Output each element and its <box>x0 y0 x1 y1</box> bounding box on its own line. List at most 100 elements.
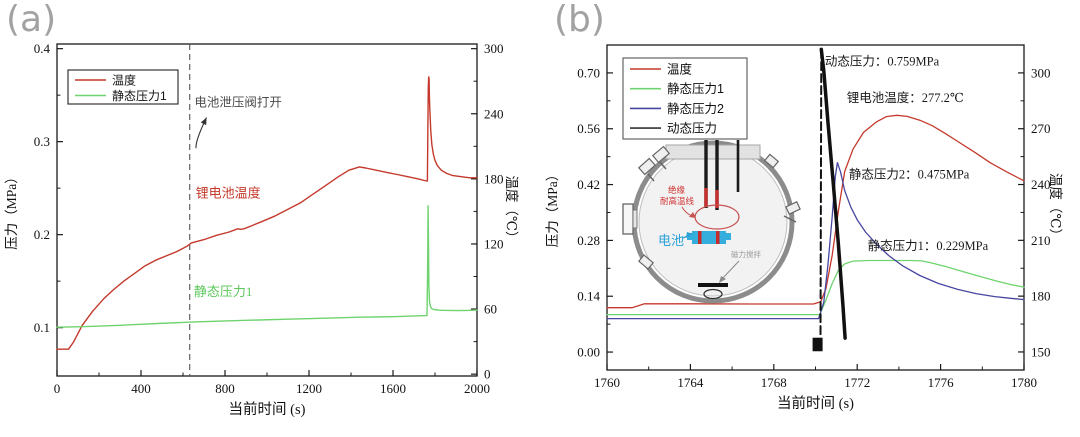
svg-text:1764: 1764 <box>677 375 704 390</box>
port-stem <box>783 215 797 223</box>
port-fitting <box>763 153 780 169</box>
port-stem <box>659 161 667 170</box>
svg-text:120: 120 <box>484 236 504 251</box>
svg-text:1780: 1780 <box>1011 375 1037 390</box>
svg-text:1772: 1772 <box>844 375 870 390</box>
svg-text:0.4: 0.4 <box>34 41 51 56</box>
svg-text:1760: 1760 <box>594 375 620 390</box>
marker-blob <box>812 337 823 352</box>
chart-b-host: 1760 1764 1768 1772 1776 1780 0.00 0.14 0.28 0.42… <box>540 0 1080 432</box>
annotation-sp1-value: 静态压力1：0.229MPa <box>868 239 989 253</box>
y-axis-left-title: 压力（MPa） <box>4 170 19 250</box>
y-axis-left: 0.1 0.2 0.3 0.4 <box>34 41 63 335</box>
battery-band <box>716 231 720 244</box>
legend-label: 温度 <box>112 73 136 88</box>
svg-text:0: 0 <box>484 367 491 382</box>
port-fitting <box>637 254 655 270</box>
chart-panel-b: 1760 1764 1768 1772 1776 1780 0.00 0.14 0.28 0.42… <box>545 44 1063 412</box>
svg-text:240: 240 <box>1031 177 1051 192</box>
vessel-inner-wall <box>638 147 788 297</box>
svg-text:0: 0 <box>54 381 61 396</box>
svg-text:270: 270 <box>1031 121 1051 136</box>
battery-terminal <box>687 233 692 240</box>
svg-text:1776: 1776 <box>928 375 955 390</box>
svg-text:0.56: 0.56 <box>577 121 600 136</box>
svg-text:0.28: 0.28 <box>577 233 600 248</box>
svg-text:60: 60 <box>484 302 497 317</box>
panel-b: (b) 1760 1764 1768 1772 1776 1780 0.00 0.14 0.28… <box>540 0 1080 432</box>
legend-label: 静态压力1 <box>112 89 167 103</box>
series-static-pressure-1 <box>56 205 478 328</box>
svg-text:0.70: 0.70 <box>577 65 600 80</box>
port-fitting <box>651 145 671 164</box>
stirrer-label-arrow <box>720 260 740 281</box>
series-dynamic-pressure-rise <box>819 48 823 336</box>
svg-text:300: 300 <box>484 41 504 56</box>
legend-label: 静态压力2 <box>667 102 724 116</box>
x-axis-title: 当前时间 (s) <box>229 401 306 418</box>
svg-text:0.00: 0.00 <box>577 345 600 360</box>
stirrer-base <box>703 288 723 300</box>
svg-text:0.3: 0.3 <box>34 134 50 149</box>
legend-label: 温度 <box>667 62 693 77</box>
x-axis-title: 当前时间 (s) <box>777 395 854 412</box>
y-axis-right-title: 温度（℃） <box>504 175 519 244</box>
annotation-dynamic-pressure-value: 动态压力：0.759MPa <box>825 55 940 69</box>
svg-text:1200: 1200 <box>296 381 322 396</box>
battery-body <box>692 231 726 244</box>
battery-label: 电池 <box>658 233 684 248</box>
annotation-sp2-value: 静态压力2：0.475MPa <box>849 168 970 182</box>
insulation-wire-label-line1: 绝缘 <box>668 185 686 195</box>
y-axis-right: 150 180 210 240 270 300 <box>1018 65 1051 359</box>
insulation-wire-label-line2: 耐高温线 <box>660 196 695 206</box>
svg-text:300: 300 <box>1031 65 1051 80</box>
annotation-temp-curve-label: 锂电池温度 <box>196 185 261 200</box>
legend-label: 动态压力 <box>667 122 717 136</box>
svg-text:800: 800 <box>215 381 235 396</box>
port-stem <box>647 173 655 182</box>
panel-b-label: (b) <box>554 0 605 40</box>
panel-a: (a) 0 400 800 1200 1600 2000 0.1 0.2 0.3 0.4 0 60 12… <box>0 0 540 432</box>
stirrer-label-arrowhead <box>719 276 726 283</box>
svg-text:2000: 2000 <box>464 381 490 396</box>
svg-text:0.2: 0.2 <box>34 227 50 242</box>
x-axis: 0 400 800 1200 1600 2000 <box>54 370 490 396</box>
annotation-arrowhead <box>200 117 207 126</box>
vessel-schematic-inset: 绝缘 耐高温线 电池 磁力搅拌 <box>622 140 801 304</box>
y-axis-right: 0 60 120 180 240 300 <box>471 41 504 382</box>
y-axis-right-title: 温度（℃） <box>1048 173 1063 242</box>
battery-terminal <box>726 233 731 240</box>
series-temperature <box>606 114 1025 309</box>
svg-text:0.42: 0.42 <box>577 177 600 192</box>
series-temperature <box>56 76 478 350</box>
x-axis: 1760 1764 1768 1772 1776 1780 <box>594 364 1037 390</box>
wire-label-arrowhead <box>689 212 696 218</box>
svg-text:0.1: 0.1 <box>34 320 50 335</box>
svg-text:1768: 1768 <box>761 375 787 390</box>
panel-a-label: (a) <box>6 0 57 40</box>
port-fitting <box>637 157 657 176</box>
annotation-battery-temp-value: 锂电池温度：277.2℃ <box>847 90 964 105</box>
annotation-sp1-curve-label: 静态压力1 <box>194 284 253 299</box>
svg-text:240: 240 <box>484 106 504 121</box>
series-dynamic-pressure-fall <box>819 47 847 340</box>
y-axis-left-title: 压力（MPa） <box>545 168 560 248</box>
stirrer-label: 磁力搅拌 <box>731 249 761 259</box>
viewport-flange <box>622 203 634 235</box>
svg-text:180: 180 <box>1031 289 1051 304</box>
annotation-valve-open: 电池泄压阀打开 <box>194 95 282 109</box>
series-static-pressure-2 <box>606 161 1025 320</box>
svg-text:400: 400 <box>131 381 151 396</box>
viewport-flange <box>632 209 638 229</box>
vessel-lid <box>665 144 761 160</box>
svg-text:0.14: 0.14 <box>577 289 600 304</box>
svg-text:210: 210 <box>1031 233 1051 248</box>
y-axis-left: 0.00 0.14 0.28 0.42 0.56 0.70 <box>577 65 613 360</box>
port-fitting <box>785 201 801 215</box>
svg-text:1600: 1600 <box>380 381 406 396</box>
legend-label: 静态压力1 <box>667 82 724 96</box>
chart-a-host: 0 400 800 1200 1600 2000 0.1 0.2 0.3 0.4 0 60 120 180… <box>0 0 540 432</box>
